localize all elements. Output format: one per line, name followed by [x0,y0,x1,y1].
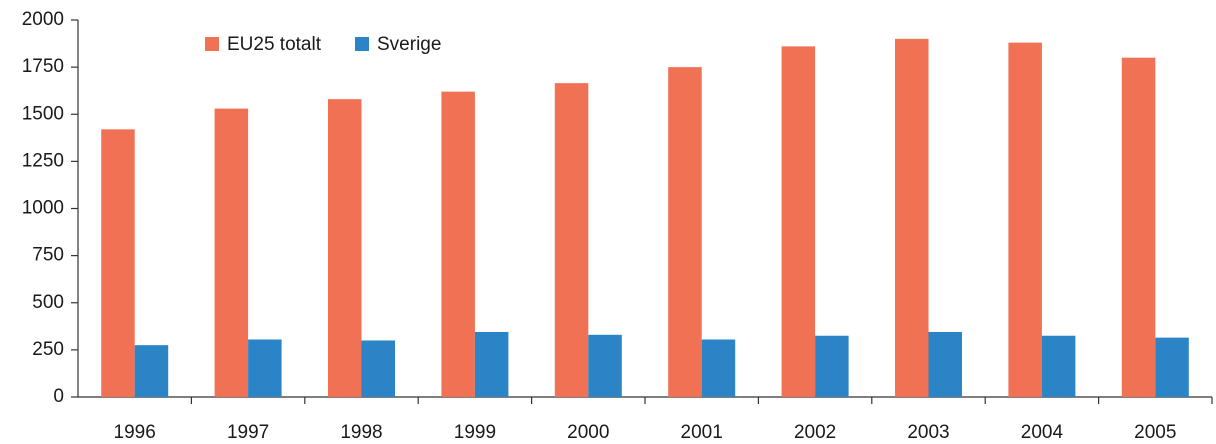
y-tick-label: 1250 [22,150,64,171]
x-tick-label: 2003 [907,422,949,443]
x-tick-label: 1997 [227,422,269,443]
y-tick-label: 0 [53,386,64,407]
bar [214,108,249,397]
legend-swatch [205,37,219,51]
bar [474,331,509,397]
bar [668,67,702,397]
y-tick-label: 2000 [22,9,64,30]
bar [554,83,589,398]
x-tick-label: 2004 [1021,422,1064,443]
bar [1121,57,1156,397]
bar [588,334,622,397]
bar [815,335,849,397]
bar [1155,337,1189,397]
y-tick-label: 750 [32,245,64,266]
bar [328,99,362,398]
y-tick-label: 1500 [22,103,64,124]
bar [1008,42,1042,398]
y-tick-label: 1000 [22,198,64,219]
x-tick-label: 2005 [1134,422,1176,443]
bar [895,38,929,397]
bar [134,345,169,397]
bar [248,339,282,397]
bar [781,46,816,397]
legend-swatch [355,37,369,51]
bar [441,91,475,397]
bar [361,340,395,397]
bar [701,339,736,397]
y-tick-label: 1750 [22,56,64,77]
x-tick-label: 2002 [794,422,836,443]
y-tick-label: 250 [32,339,64,360]
bar [101,129,135,397]
bar [1041,335,1076,397]
y-tick-label: 500 [32,292,64,313]
legend-label: Sverige [377,34,441,55]
legend-label: EU25 totalt [227,34,322,55]
x-tick-label: 1996 [114,422,156,443]
bar [928,331,962,397]
x-tick-label: 1998 [340,422,382,443]
x-tick-label: 2001 [681,422,723,443]
x-tick-label: 1999 [454,422,496,443]
x-tick-label: 2000 [567,422,609,443]
